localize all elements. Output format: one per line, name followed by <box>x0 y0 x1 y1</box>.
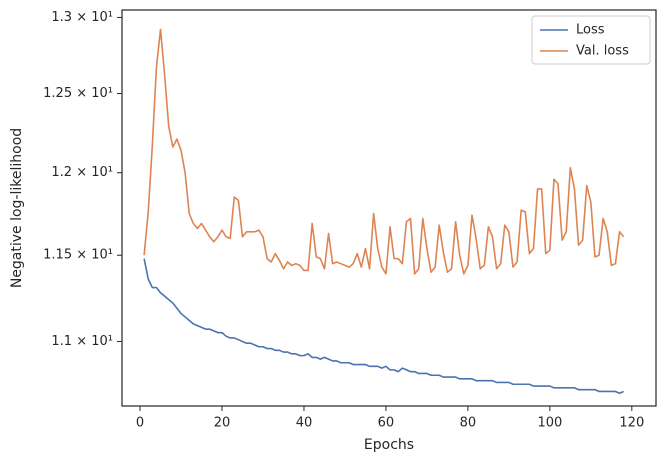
legend-box <box>531 15 651 65</box>
y-tick-label: 1.25 × 10¹ <box>43 86 113 101</box>
y-tick-label: 1.1 × 10¹ <box>51 334 113 349</box>
x-tick-label: 80 <box>460 416 477 431</box>
legend-label: Loss <box>576 23 605 38</box>
y-tick-label: 1.15 × 10¹ <box>43 248 113 263</box>
x-tick-label: 120 <box>619 416 644 431</box>
plot-frame <box>121 9 657 407</box>
legend-label: Val. loss <box>576 44 629 59</box>
y-tick-label: 1.2 × 10¹ <box>51 165 113 180</box>
x-axis-label: Epochs <box>364 437 414 453</box>
y-tick-label: 1.3 × 10¹ <box>51 10 113 25</box>
series-line <box>143 28 625 275</box>
y-axis-label: Negative log-likelihood <box>9 128 25 288</box>
x-tick-label: 40 <box>296 416 313 431</box>
x-tick-label: 100 <box>537 416 562 431</box>
x-tick-label: 60 <box>378 416 395 431</box>
x-tick-label: 0 <box>136 416 144 431</box>
series-line <box>143 258 624 395</box>
x-tick-label: 20 <box>214 416 231 431</box>
